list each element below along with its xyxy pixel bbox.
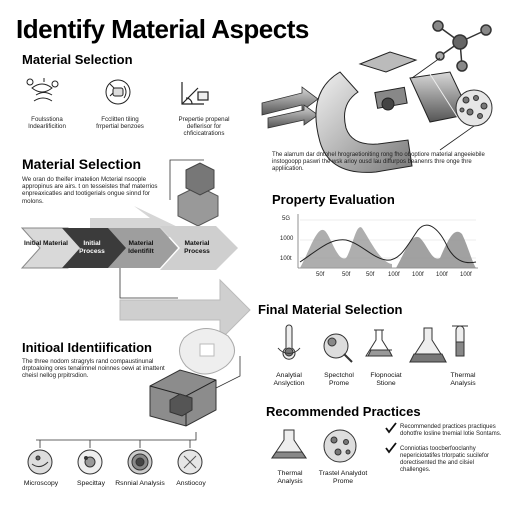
chart-xtick-6: 100f — [436, 272, 448, 278]
chart-xtick-7: 100f — [460, 272, 472, 278]
block-part-icon — [149, 369, 217, 427]
method-specittay-label: Specittay — [77, 480, 105, 487]
chart-ytick-2: 1000 — [280, 236, 294, 242]
material-selection-mid-heading: Material Selection — [22, 156, 142, 172]
process-step-3-label: Material Identifilt — [128, 240, 154, 255]
recommended-item-2-label: Trastel Analydot Prome — [318, 470, 368, 485]
angle-ruler-icon — [181, 82, 209, 105]
property-evaluation-heading: Property Evaluation — [272, 192, 395, 207]
checkmark-icon — [385, 422, 397, 454]
top-item-1-label: Foulsstiona Indearlificition — [28, 116, 66, 131]
gear-puzzle-icon — [105, 79, 131, 105]
conical-flask-icon — [409, 327, 447, 363]
hero-arrow-icon — [261, 86, 319, 129]
chart-area-1 — [300, 227, 392, 268]
chart-area-2 — [396, 231, 476, 268]
page-title: Identify Material Aspects — [16, 14, 309, 44]
material-selection-mid-body: We oran do theifer imatelion Mcterial ns… — [22, 176, 158, 205]
process-step-2-label: Initial Process — [79, 240, 105, 255]
process-step-4-label: Material Process — [184, 240, 210, 255]
top-item-2-label: Fcclitten tiling frrpertial benzoes — [96, 116, 144, 131]
magnifier-icon — [323, 333, 353, 363]
chart-xtick-4: 100f — [388, 272, 400, 278]
process-step-1-label: Initial Material — [24, 240, 68, 247]
cell-structure-icon — [323, 429, 357, 463]
recommended-item-1-label: Thermal Analysis — [277, 470, 303, 485]
final-item-1-label: Analytial Anslyction — [273, 372, 305, 387]
molecule-fingerprint-icon — [26, 78, 59, 102]
process-step-4 — [160, 226, 238, 270]
thermal-analysis-icon — [127, 449, 153, 475]
checklist-item-1: Recommended practices practiques dohotfr… — [400, 424, 502, 437]
chart-xtick-3: 50f — [366, 272, 375, 278]
thermal-flask-icon — [271, 429, 307, 459]
method-anstiocoy-label: Anstiocoy — [176, 480, 206, 487]
method-rsnnial-label: Rsnnial Analysis — [115, 480, 165, 487]
method-microscopy-label: Microscopy — [23, 480, 59, 487]
final-item-4-label: Thermal Analysis — [450, 372, 476, 387]
chart-xtick-2: 50f — [342, 272, 351, 278]
hero-caption: The alarrum dar dntohel hrograetioniting… — [272, 152, 485, 172]
material-selection-heading: Material Selection — [22, 52, 133, 67]
anstiocoy-icon — [177, 449, 203, 475]
chart-line — [299, 224, 477, 264]
final-item-3-label: Flopnociat Stione — [370, 372, 402, 387]
initial-identification-body: The three nodom stragryls rand compausti… — [22, 358, 165, 380]
chart-xtick-5: 100f — [412, 272, 424, 278]
top-item-3-label: Prepertie propenal deflerisor for chfici… — [178, 116, 230, 138]
flask-icon — [365, 329, 393, 357]
thermometer-flask-icon — [277, 324, 301, 360]
microscopy-icon — [27, 449, 53, 475]
molecule-icon — [432, 20, 492, 72]
process-step-2 — [62, 228, 130, 268]
final-item-2-label: Spectchol Prome — [324, 372, 354, 387]
chart-ytick-1: 5G — [282, 216, 291, 222]
ring-part-icon — [179, 328, 235, 375]
recommended-heading: Recommended Practices — [266, 404, 421, 419]
microstructure-icon — [455, 89, 493, 127]
final-selection-heading: Final Material Selection — [258, 302, 403, 317]
u-shape-part-icon — [315, 51, 471, 173]
test-tube-icon — [452, 325, 468, 357]
initial-identification-heading: Initioal Identiification — [22, 340, 152, 355]
chart-ytick-3: 100t — [280, 256, 292, 262]
chart-xtick-1: 50f — [316, 272, 325, 278]
process-step-3 — [108, 228, 178, 268]
spectroscopy-icon — [77, 449, 103, 475]
checklist-item-2: Conniotias toocberfooclanhy nepericiotat… — [400, 446, 490, 473]
